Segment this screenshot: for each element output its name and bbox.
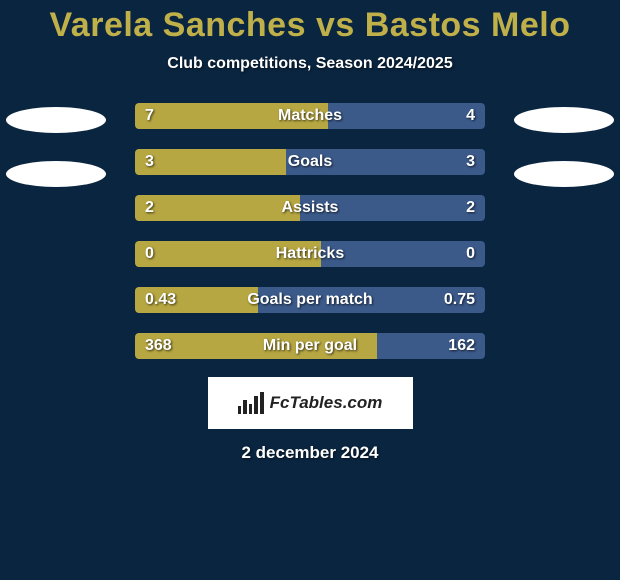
stat-bar: 368162Min per goal — [135, 333, 485, 359]
stat-label: Matches — [135, 103, 485, 129]
comparison-card: Varela Sanches vs Bastos Melo Club compe… — [0, 0, 620, 580]
player-left-badge-2 — [6, 161, 106, 187]
stat-label: Goals — [135, 149, 485, 175]
comparison-bars: 74Matches 33Goals 22Assists 00Hattricks 0.43… — [135, 103, 485, 359]
player-left-badge-1 — [6, 107, 106, 133]
subtitle: Club competitions, Season 2024/2025 — [167, 55, 452, 73]
stats-area: 74Matches 33Goals 22Assists 00Hattricks 0.43… — [0, 103, 620, 359]
player-right-badge-1 — [514, 107, 614, 133]
page-title: Varela Sanches vs Bastos Melo — [50, 6, 571, 45]
stat-bar: 0.430.75Goals per match — [135, 287, 485, 313]
player-right-badge-2 — [514, 161, 614, 187]
logo-text: FcTables.com — [270, 393, 383, 413]
stat-bar: 74Matches — [135, 103, 485, 129]
stat-bar: 33Goals — [135, 149, 485, 175]
right-player-badges — [509, 103, 619, 187]
snapshot-date: 2 december 2024 — [241, 443, 378, 463]
left-player-badges — [1, 103, 111, 187]
stat-bar: 22Assists — [135, 195, 485, 221]
stat-label: Goals per match — [135, 287, 485, 313]
stat-bar: 00Hattricks — [135, 241, 485, 267]
stat-label: Assists — [135, 195, 485, 221]
source-logo: FcTables.com — [208, 377, 413, 429]
stat-label: Hattricks — [135, 241, 485, 267]
stat-label: Min per goal — [135, 333, 485, 359]
chart-icon — [238, 392, 264, 414]
